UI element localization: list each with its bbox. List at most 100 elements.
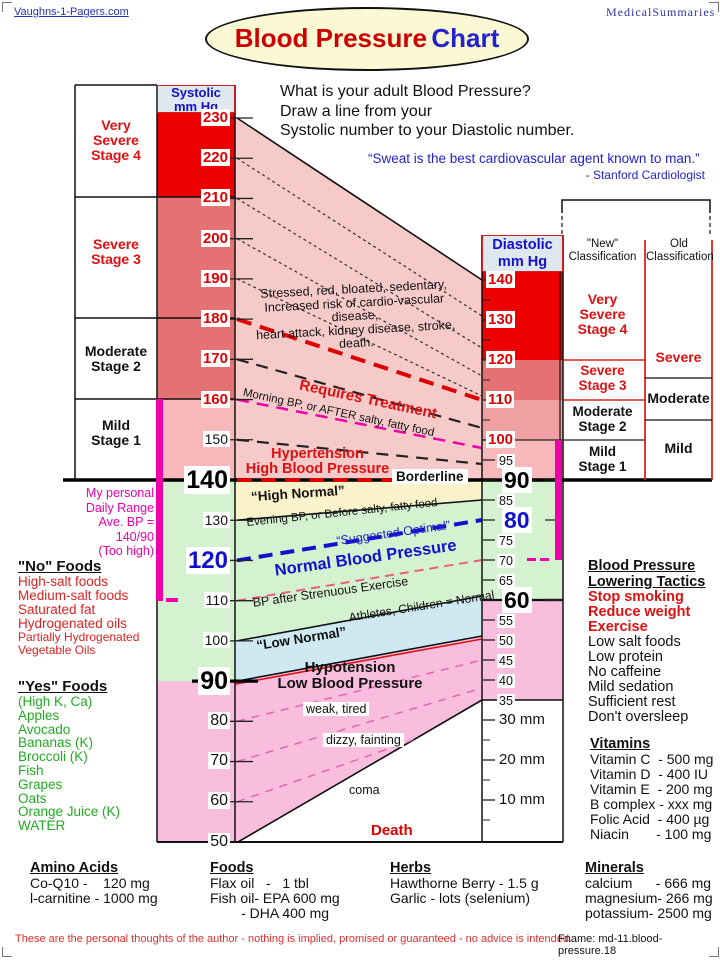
nomogram-line-100-61	[236, 595, 483, 642]
diastolic-tick-85: 85	[497, 494, 515, 508]
tactics-black-list: Low salt foods Low protein No caffeine Mild…	[588, 635, 705, 725]
diastolic-tick-130: 130	[486, 311, 516, 328]
vitamins-list-item-4: Folic Acid - 400 µg	[590, 811, 710, 827]
old-stage-moderate: Moderate	[647, 390, 710, 406]
tactics-black-list-item-1: Low protein	[588, 649, 663, 665]
diastolic-tick-10: 10 mm	[499, 791, 545, 808]
systolic-tick-90: 90	[198, 667, 230, 696]
personal-range-note: My personal Daily Range Ave. BP = 140/90…	[85, 486, 154, 558]
left-stage-severe: Severe Stage 3	[91, 236, 141, 267]
nomogram-line-200-116	[236, 238, 483, 377]
tactics-black-list-item-2: No caffeine	[588, 664, 662, 680]
diastolic-tick-80: 80	[502, 507, 532, 533]
region-high-normal	[235, 480, 482, 521]
yes-foods-list-item-8: Orange Juice (K)	[18, 804, 121, 820]
tactics-red-list-item-0: Stop smoking	[588, 589, 684, 605]
nomogram-line-110-70	[236, 559, 483, 602]
vitamins-list-item-2: Vitamin E - 200 mg	[590, 781, 713, 797]
vitamins-heading: Vitamins	[590, 736, 651, 752]
herbs-heading: Herbs	[390, 860, 432, 876]
personal-range-bar-systolic	[156, 399, 163, 601]
yes-foods-list-item-2: Avocado	[18, 721, 71, 737]
minerals-heading: Minerals	[585, 860, 644, 876]
vitamins-list-item-5: Niacin - 100 mg	[590, 826, 712, 842]
new-stage-moderate: Moderate Stage 2	[572, 404, 633, 434]
systolic-tick-100: 100	[202, 632, 230, 649]
vitamins-list: Vitamin C - 500 mg Vitamin D - 400 IU Vita…	[590, 752, 713, 842]
brand-link[interactable]: MedicalSummaries	[606, 5, 716, 19]
yes-foods-list-item-1: Apples	[18, 707, 60, 723]
herbs-section: Herbs Hawthorne Berry - 1.5 g Garlic - lo…	[390, 860, 539, 906]
foods-list-item-0: Flax oil - 1 tbl	[210, 875, 309, 891]
foods-section: Foods Flax oil - 1 tbl Fish oil- EPA 600 …	[210, 860, 340, 921]
yes-foods-section: "Yes" Foods (High K, Ca) Apples Avocado Ban…	[18, 679, 120, 833]
old-stage-mild: Mild	[664, 440, 693, 456]
amino-acids-section: Amino Acids Co-Q10 - 120 mg l-carnitine -…	[30, 860, 158, 906]
diastolic-tick-65: 65	[497, 574, 515, 588]
tactics-black-list-item-0: Low salt foods	[588, 634, 681, 650]
foods-list-item-2: - DHA 400 mg	[210, 905, 330, 921]
tactics-red-list-item-2: Exercise	[588, 619, 648, 635]
no-foods-list-item-4: Partially Hydrogenated	[18, 630, 140, 644]
nomogram-line-220-131	[236, 157, 483, 317]
minerals-list-item-1: magnesium- 266 mg	[585, 890, 713, 906]
page-title-part1: Blood Pressure	[234, 23, 427, 53]
page-title: Blood Pressure Chart	[205, 7, 529, 71]
diastolic-tick-100: 100	[486, 431, 516, 448]
new-stage-severe: Severe Stage 3	[578, 363, 627, 393]
nomogram-line-150-94	[236, 438, 483, 466]
personal-range-dash-diastolic-1	[527, 558, 536, 561]
yes-foods-list: (High K, Ca) Apples Avocado Bananas (K) Broc…	[18, 695, 120, 833]
vitamins-list-item-3: B complex - xxx mg	[590, 796, 713, 812]
systolic-tick-180: 180	[200, 310, 230, 328]
systolic-tick-110: 110	[203, 592, 230, 609]
foods-heading: Foods	[210, 860, 254, 876]
coma-label: coma	[349, 783, 380, 797]
low-normal-red-edge	[234, 638, 483, 685]
yes-foods-list-item-3: Bananas (K)	[18, 735, 94, 751]
diastolic-tick-20: 20 mm	[499, 751, 545, 768]
vitamins-list-item-0: Vitamin C - 500 mg	[590, 751, 714, 767]
hypotension-label: Hypotension Low Blood Pressure	[277, 659, 423, 692]
diastolic-tick-75: 75	[497, 534, 515, 548]
new-stage-very-severe: Very Severe Stage 4	[577, 291, 628, 337]
nomogram-line-130-85	[236, 499, 483, 522]
no-foods-list-item-2: Saturated fat	[18, 602, 96, 617]
intro-text-item-2: Systolic number to your Diastolic number…	[280, 122, 575, 139]
new-stage-mild: Mild Stage 1	[578, 444, 627, 474]
nomogram-line-70-38	[236, 687, 482, 763]
tactics-red-list-item-1: Reduce weight	[588, 604, 691, 620]
tactics-black-list-item-4: Sufficient rest	[588, 694, 676, 710]
vitamins-section: Vitamins Vitamin C - 500 mg Vitamin D - 4…	[590, 736, 713, 842]
personal-range-bar-diastolic	[555, 440, 562, 560]
systolic-tick-170: 170	[200, 350, 230, 368]
disclaimer-text: These are the personal thoughts of the a…	[15, 933, 573, 945]
herbs-list-item-1: Garlic - lots (selenium)	[390, 890, 531, 906]
stressed-annotation: Stressed, red, bloated, sedentary, Incre…	[255, 277, 456, 351]
tactics-black-list-item-3: Mild sedation	[588, 679, 674, 695]
weak-tired-label: weak, tired	[303, 702, 370, 716]
classification-bracket	[561, 199, 711, 213]
yes-foods-list-item-9: WATER	[18, 818, 66, 834]
quote-attribution: - Stanford Cardiologist	[585, 168, 705, 182]
yes-foods-heading: "Yes" Foods	[18, 678, 108, 695]
site-link[interactable]: Vaughns-1-Pagers.com	[14, 6, 129, 18]
systolic-tick-200: 200	[200, 229, 230, 247]
diastolic-tick-110: 110	[486, 391, 515, 408]
yes-foods-list-item-7: Oats	[18, 790, 47, 806]
diastolic-tick-35: 35	[497, 694, 515, 708]
nomogram-line-180-110	[236, 317, 483, 402]
nomogram-line-170-103	[236, 358, 483, 430]
personal-range-dash-diastolic-2	[540, 558, 549, 561]
intro-text: What is your adult Blood Pressure? Draw a…	[280, 82, 574, 141]
lowering-tactics-heading: Blood Pressure Lowering Tactics	[588, 558, 706, 590]
corner-mark-top-left	[2, 2, 12, 12]
diastolic-tick-45: 45	[497, 654, 515, 668]
systolic-tick-220: 220	[200, 149, 230, 167]
tactics-red-list: Stop smoking Reduce weight Exercise	[588, 590, 705, 635]
amino-acids-list-item-1: l-carnitine - 1000 mg	[30, 890, 158, 906]
no-foods-section: "No" Foods High-salt foods Medium-salt fo…	[18, 559, 139, 657]
